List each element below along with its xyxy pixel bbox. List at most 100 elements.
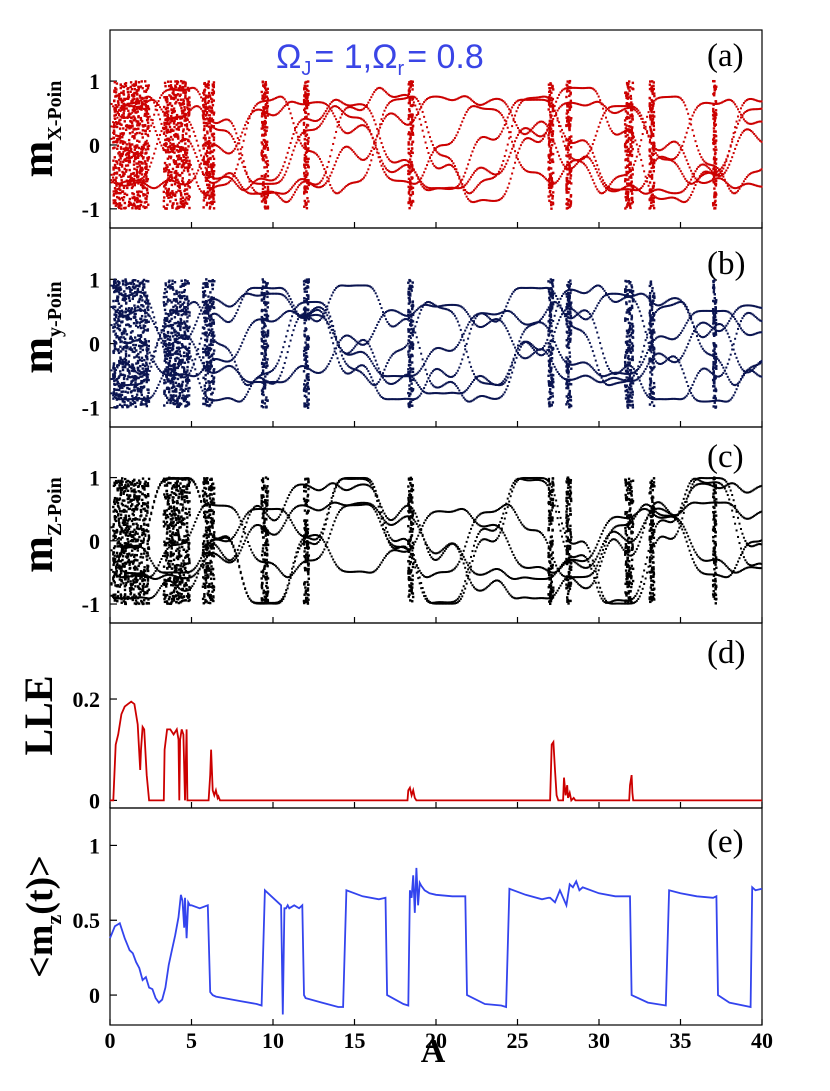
chaotic-point [131,98,134,101]
orbit-point [698,181,701,184]
orbit-point [159,106,162,109]
chaotic-point [408,114,411,117]
orbit-point [132,182,135,185]
orbit-point [138,181,141,184]
chaotic-point [140,145,144,149]
orbit-point [113,171,116,174]
chaotic-point [168,138,171,142]
chaotic-point [624,149,627,153]
chaotic-point [129,174,132,178]
orbit-point [581,87,584,90]
orbit-point [656,197,659,200]
orbit-point [248,117,251,120]
chaotic-point [548,176,552,179]
orbit-point [676,192,679,195]
chaotic-point [409,80,413,83]
orbit-point [305,102,308,105]
orbit-point [450,160,453,163]
chaotic-point [130,100,133,103]
chaotic-point [169,156,172,160]
orbit-point [741,104,744,107]
chaotic-point [119,147,123,150]
orbit-point [115,121,118,124]
orbit-point [229,177,232,180]
orbit-point [236,184,239,187]
orbit-point [242,165,245,168]
orbit-point [167,151,170,154]
orbit-point [675,155,678,158]
orbit-point [269,182,272,185]
chaotic-point [188,101,191,104]
chaotic-point [648,141,652,144]
orbit-point [349,115,352,118]
chaotic-point [547,195,550,198]
orbit-point [175,145,178,148]
orbit-point [161,147,164,150]
orbit-point [478,199,481,202]
orbit-point [362,104,365,107]
chaotic-point [114,86,117,90]
orbit-point [672,158,675,161]
orbit-point [147,135,150,138]
orbit-point [320,122,323,125]
orbit-point [424,185,427,188]
orbit-point [138,152,141,155]
chaotic-point [113,89,116,92]
orbit-point [625,129,628,132]
orbit-point [757,138,760,141]
orbit-point [382,113,385,116]
orbit-point [682,201,685,204]
chaotic-point [631,168,634,171]
chaotic-point [118,187,121,190]
chaotic-point [118,203,122,206]
chaotic-point [171,167,175,171]
orbit-point [129,150,132,153]
chaotic-point [565,207,569,210]
orbit-point [446,156,449,159]
chaotic-point [172,107,176,110]
chaotic-point [211,172,214,175]
orbit-point [568,168,571,171]
orbit-point [524,127,527,130]
chaotic-point [408,81,411,84]
orbit-point [252,181,255,184]
orbit-point [138,100,141,103]
chaotic-point [266,87,270,91]
orbit-point [295,101,298,104]
chaotic-point [623,119,627,122]
orbit-point [443,97,446,100]
orbit-point [248,180,251,183]
orbit-point [553,114,556,117]
orbit-point [214,185,217,188]
chaotic-point [174,86,178,89]
orbit-point [201,109,204,112]
orbit-point [534,140,537,143]
orbit-point [301,132,304,135]
chaotic-point [174,96,177,99]
chaotic-point [179,148,182,151]
chaotic-point [211,109,214,113]
orbit-point [694,177,697,180]
orbit-point [540,120,543,123]
orbit-point [606,120,609,123]
orbit-point [323,102,326,105]
orbit-point [606,185,609,188]
orbit-point [170,150,173,153]
orbit-point [258,177,261,180]
orbit-point [591,101,594,104]
orbit-point [613,188,616,191]
orbit-point [503,123,506,126]
chaotic-point [207,117,210,121]
orbit-point [512,117,515,120]
orbit-point [701,174,704,177]
orbit-point [720,170,723,173]
orbit-point [662,197,665,200]
chaotic-point [714,145,717,149]
orbit-point [291,117,294,120]
chaotic-point [626,203,629,206]
orbit-point [720,101,723,104]
orbit-point [474,187,477,190]
orbit-point [411,167,414,170]
orbit-point [640,158,643,161]
chaotic-point [207,144,211,147]
